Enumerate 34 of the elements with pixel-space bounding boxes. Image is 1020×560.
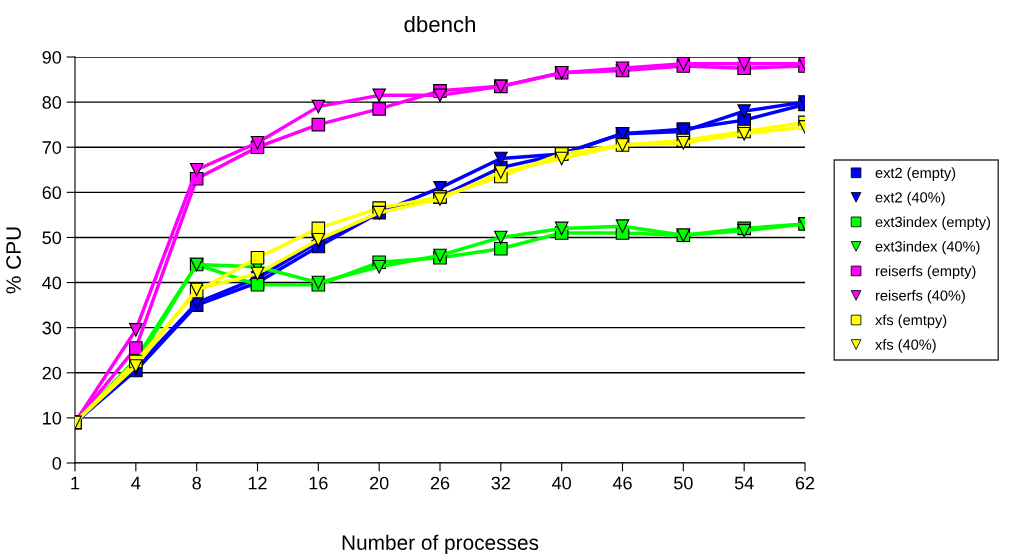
chart-title: dbench [404,15,476,33]
x-tick-label: 32 [491,476,510,490]
y-tick-label: 70 [42,141,62,154]
y-tick-label: 40 [42,276,62,290]
y-tick-label: 30 [42,321,62,335]
y-tick-label: 10 [43,411,62,425]
legend-label: reiserfs (40%) [875,290,965,304]
legend-label: ext3index (empty) [875,216,991,230]
x-tick-label: 4 [131,476,141,490]
y-axis-title: % CPU [6,227,21,294]
x-tick-label: 54 [734,476,754,490]
x-tick-label: 26 [430,476,450,490]
x-tick-label: 1 [71,476,80,490]
legend-label: reiserfs (empty) [875,265,976,280]
legend-label: ext2 (empty) [875,167,956,181]
y-tick-label: 0 [52,456,62,470]
x-tick-label: 20 [370,476,389,490]
y-tick-label: 80 [42,96,62,109]
legend-label: xfs (emtpy) [875,314,947,329]
x-tick-label: 12 [248,476,267,490]
x-tick-label: 16 [309,476,328,490]
legend-label: ext2 (40%) [875,191,945,206]
x-tick-label: 50 [674,476,693,490]
legend-label: ext3index (40%) [875,240,980,255]
x-tick-label: 40 [552,476,571,490]
y-tick-label: 50 [42,231,62,245]
x-tick-label: 8 [192,476,201,490]
x-axis-title: Number of processes [342,534,539,555]
y-tick-label: 60 [42,186,62,200]
x-tick-label: 62 [795,476,815,490]
x-tick-label: 46 [612,476,632,490]
legend-label: xfs (40%) [875,339,936,353]
y-tick-label: 20 [42,366,62,380]
y-tick-label: 90 [42,50,62,64]
